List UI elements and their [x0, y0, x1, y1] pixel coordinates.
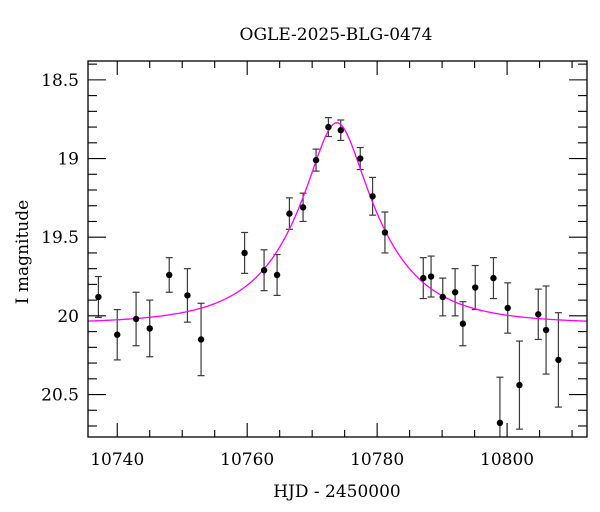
data-point [260, 267, 268, 274]
x-axis-title: HJD - 2450000 [273, 482, 401, 502]
axis-tick-labels: 10740 10760 10780 10800 18.5 19 19.5 20 20.5 [41, 71, 534, 470]
data-point [542, 326, 550, 334]
data-point [273, 271, 281, 279]
y-tick-label: 20.5 [41, 386, 79, 406]
data-point [490, 274, 497, 282]
y-tick-label: 20 [57, 307, 79, 327]
data-point [472, 284, 479, 291]
data-point [369, 193, 376, 200]
data-point [166, 271, 173, 279]
data-point [146, 325, 153, 332]
data-point [357, 155, 364, 162]
data-point [132, 315, 140, 323]
model-curve [88, 122, 587, 322]
data-point [299, 204, 307, 211]
data-point [286, 210, 293, 217]
chart-title: OGLE-2025-BLG-0474 [240, 25, 433, 45]
data-point [184, 292, 191, 299]
data-point [325, 123, 332, 131]
axis-ticks [88, 61, 587, 437]
data-point [459, 320, 467, 327]
data-series-group [88, 117, 587, 437]
data-point [516, 381, 523, 389]
x-tick-label: 10800 [480, 450, 534, 470]
axes-frame [87, 60, 588, 438]
data-point [504, 304, 511, 312]
x-tick-label: 10740 [90, 450, 144, 470]
data-point [241, 249, 248, 257]
data-point [197, 336, 205, 343]
data-point [439, 293, 446, 301]
data-point [496, 419, 504, 427]
x-tick-label: 10760 [220, 450, 274, 470]
x-tick-label: 10780 [350, 450, 404, 470]
y-tick-label: 19 [57, 150, 79, 170]
data-point [451, 289, 459, 296]
plot-frame [87, 60, 588, 438]
data-point [427, 273, 435, 280]
data-point [95, 293, 102, 301]
data-point [420, 274, 427, 282]
y-tick-label: 19.5 [41, 228, 79, 248]
data-point [535, 311, 542, 318]
data-point [312, 156, 320, 164]
data-point [555, 356, 562, 364]
data-point [337, 127, 344, 134]
data-point [114, 331, 121, 338]
data-point [381, 229, 389, 236]
y-axis-title: I magnitude [13, 200, 33, 304]
y-tick-label: 18.5 [41, 71, 79, 91]
